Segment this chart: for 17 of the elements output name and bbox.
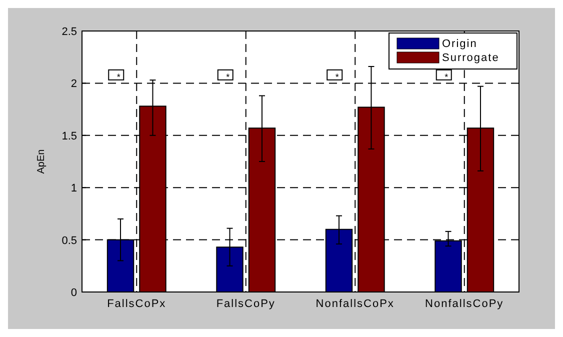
- y-axis-title: ApEn: [36, 149, 47, 174]
- legend-label: Origin: [442, 38, 478, 50]
- x-tick-label: NonfallsCoPx: [316, 298, 394, 310]
- annotation: *: [116, 72, 121, 82]
- y-tick-label: 0.5: [62, 234, 77, 247]
- annotation: *: [226, 72, 230, 82]
- annotation: *: [335, 72, 340, 82]
- y-tick-label: 2.5: [62, 26, 77, 38]
- annotation: *: [444, 72, 449, 82]
- legend-label: Surrogate: [442, 52, 500, 64]
- x-tick-label: NonfallsCoPy: [425, 298, 504, 310]
- x-tick-label: FallsCoPy: [216, 298, 276, 310]
- y-tick-label: 2: [70, 78, 77, 90]
- y-tick-label: 1: [70, 182, 77, 195]
- x-tick-label: FallsCoPx: [107, 298, 166, 310]
- y-tick-label: 1.5: [62, 130, 77, 142]
- y-tick-label: 0: [70, 287, 77, 299]
